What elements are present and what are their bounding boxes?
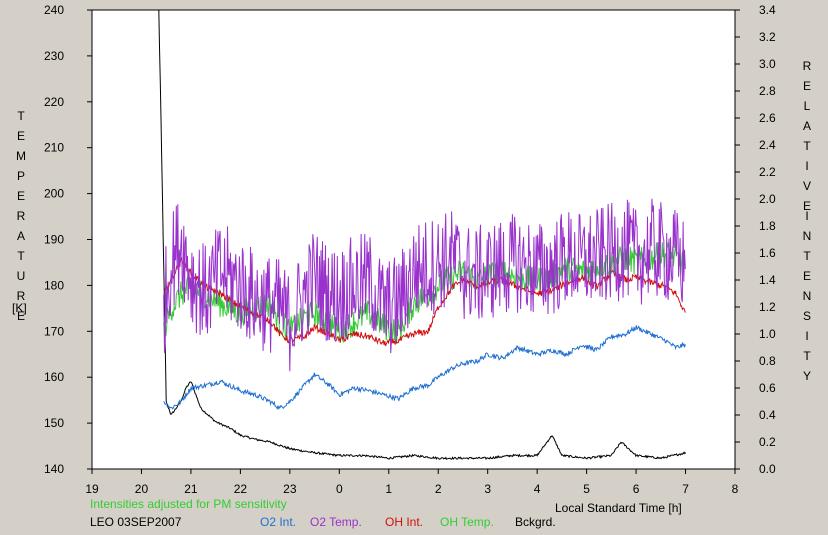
axis-title-char: R xyxy=(16,209,26,223)
axis-title-char: A xyxy=(16,229,25,243)
axis-title-char: V xyxy=(802,179,811,193)
right-tick-label: 1.0 xyxy=(759,327,776,341)
x-tick-label: 3 xyxy=(484,482,491,496)
left-axis-ticks: 240 230 220 210 200 190 180 170 160 150 140 xyxy=(44,3,92,476)
axis-title-char: T xyxy=(803,349,811,363)
x-tick-label: 8 xyxy=(732,482,739,496)
axis-title-char: I xyxy=(805,209,809,223)
left-tick-label: 150 xyxy=(44,416,64,430)
x-tick-label: 21 xyxy=(184,482,198,496)
right-tick-label: 1.2 xyxy=(759,300,776,314)
series-line-bckgrd xyxy=(158,9,686,460)
axis-title-char: I xyxy=(805,329,809,343)
axis-title-char: P xyxy=(16,169,25,183)
axis-title-char: U xyxy=(16,269,26,283)
left-tick-label: 160 xyxy=(44,370,64,384)
left-axis-unit: [K] xyxy=(12,301,27,315)
axis-title-char: Y xyxy=(802,369,811,383)
axis-title-char: R xyxy=(16,289,26,303)
right-tick-label: 0.8 xyxy=(759,354,776,368)
axis-title-char: E xyxy=(16,129,25,143)
axis-title-char: E xyxy=(16,189,25,203)
right-tick-label: 1.6 xyxy=(759,246,776,260)
left-tick-label: 190 xyxy=(44,233,64,247)
axis-title-char: T xyxy=(803,249,811,263)
left-tick-label: 200 xyxy=(44,187,64,201)
left-tick-label: 210 xyxy=(44,141,64,155)
left-tick-label: 230 xyxy=(44,49,64,63)
right-tick-label: 0.4 xyxy=(759,408,776,422)
axis-title-char: E xyxy=(802,79,811,93)
right-tick-label: 3.4 xyxy=(759,3,776,17)
station-label: LEO 03SEP2007 xyxy=(90,515,182,529)
axis-title-char: E xyxy=(802,269,811,283)
x-tick-label: 22 xyxy=(234,482,248,496)
right-tick-label: 2.6 xyxy=(759,111,776,125)
axis-title-char: R xyxy=(802,59,812,73)
x-tick-label: 23 xyxy=(283,482,297,496)
axis-title-char: L xyxy=(803,99,811,113)
axis-title-char: M xyxy=(16,149,26,163)
right-tick-label: 2.4 xyxy=(759,138,776,152)
legend-item-oh_temp: OH Temp. xyxy=(440,515,494,529)
right-tick-label: 1.4 xyxy=(759,273,776,287)
legend-item-o2_int: O2 Int. xyxy=(260,515,297,529)
x-tick-label: 5 xyxy=(583,482,590,496)
right-tick-label: 0.2 xyxy=(759,435,776,449)
axis-title-char: I xyxy=(805,159,809,173)
right-tick-label: 2.2 xyxy=(759,165,776,179)
x-tick-label: 4 xyxy=(534,482,541,496)
right-tick-label: 0.6 xyxy=(759,381,776,395)
left-tick-label: 220 xyxy=(44,95,64,109)
axis-title-char: T xyxy=(803,139,811,153)
x-tick-label: 0 xyxy=(336,482,343,496)
right-tick-label: 3.0 xyxy=(759,57,776,71)
x-tick-label: 2 xyxy=(435,482,442,496)
legend-item-bckgrd: Bckgrd. xyxy=(515,515,556,529)
x-tick-label: 20 xyxy=(135,482,149,496)
axis-title-char: E xyxy=(802,199,811,213)
left-tick-label: 240 xyxy=(44,3,64,17)
axis-title-char: N xyxy=(802,289,812,303)
right-tick-label: 3.2 xyxy=(759,30,776,44)
x-axis-title: Local Standard Time [h] xyxy=(555,501,682,515)
axis-title-char: S xyxy=(802,309,811,323)
x-tick-label: 19 xyxy=(85,482,99,496)
series-line-o2_temp xyxy=(163,198,686,372)
axis-title-char: E xyxy=(16,309,25,323)
left-tick-label: 140 xyxy=(44,462,64,476)
right-tick-label: 2.8 xyxy=(759,84,776,98)
x-tick-label: 7 xyxy=(682,482,689,496)
axis-title-char: T xyxy=(17,109,25,123)
x-tick-label: 1 xyxy=(385,482,392,496)
axis-title-char: N xyxy=(802,229,812,243)
series-line-o2_int xyxy=(163,325,686,410)
left-tick-label: 180 xyxy=(44,278,64,292)
x-axis-ticks: 19 20 21 22 23 0 1 2 3 4 5 6 7 8 xyxy=(85,469,739,496)
left-tick-label: 170 xyxy=(44,324,64,338)
legend-item-o2_temp: O2 Temp. xyxy=(310,515,362,529)
sensitivity-note: Intensities adjusted for PM sensitivity xyxy=(90,497,287,511)
right-tick-label: 1.8 xyxy=(759,219,776,233)
axis-title-char: T xyxy=(17,249,25,263)
legend-item-oh_int: OH Int. xyxy=(385,515,424,529)
series-line-oh_int xyxy=(163,257,686,347)
right-tick-label: 0.0 xyxy=(759,462,776,476)
series-layer xyxy=(158,9,686,460)
x-tick-label: 6 xyxy=(633,482,640,496)
axis-title-char: A xyxy=(802,119,811,133)
right-tick-label: 2.0 xyxy=(759,192,776,206)
right-axis-ticks: 3.4 3.2 3.0 2.8 2.6 2.4 2.2 2.0 1.8 1.6 1.4 1.2 1.0 0… xyxy=(735,3,776,476)
